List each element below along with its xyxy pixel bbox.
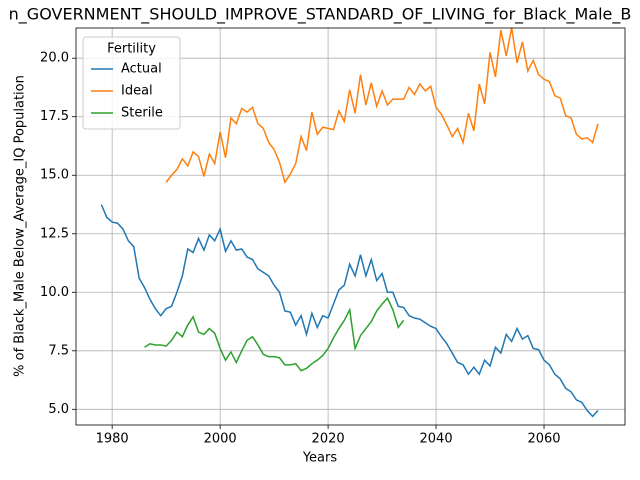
- y-tick-label: 20.0: [40, 51, 69, 66]
- x-tick-label: 2060: [527, 432, 560, 447]
- y-axis-label: % of Black_Male Below_Average_IQ Populat…: [13, 75, 28, 377]
- x-tick-label: 2000: [204, 432, 237, 447]
- x-axis-label: Years: [302, 451, 338, 466]
- legend-label: Actual: [121, 62, 162, 77]
- y-tick-label: 7.5: [48, 343, 69, 358]
- legend-label: Sterile: [121, 106, 163, 121]
- x-tick-label: 2040: [420, 432, 453, 447]
- y-tick-label: 17.5: [40, 109, 69, 124]
- legend: Fertility Actual Ideal Sterile: [82, 36, 181, 130]
- y-tick-label: 12.5: [40, 226, 69, 241]
- legend-box: [82, 36, 181, 130]
- x-tick-label: 1980: [96, 432, 129, 447]
- plot-frame: [75, 27, 626, 426]
- legend-title: Fertility: [107, 42, 156, 57]
- data-line: [100, 204, 599, 418]
- x-tick-label: 2020: [312, 432, 345, 447]
- legend-label: Ideal: [121, 84, 153, 99]
- y-tick-label: 10.0: [40, 285, 69, 300]
- y-tick-label: 5.0: [48, 402, 69, 417]
- data-line: [165, 27, 599, 185]
- chart-title: n_GOVERNMENT_SHOULD_IMPROVE_STANDARD_OF_…: [9, 5, 632, 25]
- data-line: [144, 296, 405, 372]
- y-tick-label: 15.0: [40, 168, 69, 183]
